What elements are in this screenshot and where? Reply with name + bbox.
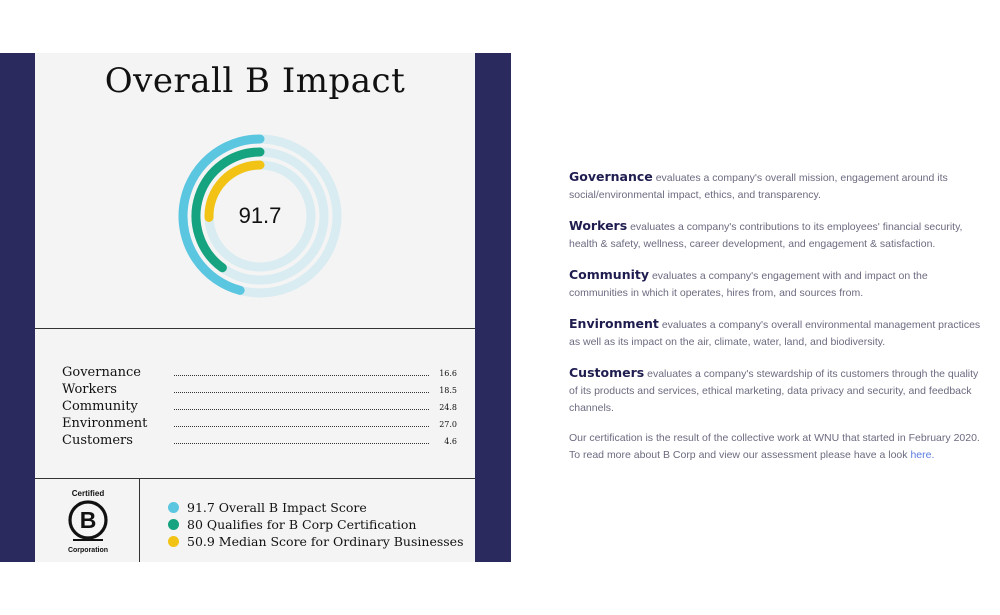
category-name: Community xyxy=(62,399,138,414)
content-area: Overall B Impact 91.7 Governance 16.6 Wo… xyxy=(0,53,1000,562)
legend-item-median: 50.9 Median Score for Ordinary Businesse… xyxy=(168,533,468,550)
overall-score-value: 91.7 xyxy=(238,203,282,228)
logo-corporation-text: Corporation xyxy=(67,547,109,554)
category-score: 16.6 xyxy=(439,369,457,378)
description-text: evaluates a company's overall mission, e… xyxy=(569,172,948,201)
dot-leader xyxy=(174,409,429,410)
assessment-link[interactable]: here. xyxy=(910,449,935,461)
legend-dot-green xyxy=(168,519,179,530)
description-customers: Customers evaluates a company's stewards… xyxy=(569,364,984,417)
certified-b-corp-logo: Certified B Corporation xyxy=(57,489,119,557)
bottom-letterbox xyxy=(0,562,1000,615)
ring-overall-score xyxy=(178,134,265,295)
logo-divider xyxy=(139,478,140,562)
category-score-list: Governance 16.6 Workers 18.5 Community 2… xyxy=(62,364,457,449)
rings-svg xyxy=(178,134,342,298)
category-name: Governance xyxy=(62,365,141,380)
dot-leader xyxy=(174,375,429,376)
category-name: Workers xyxy=(62,382,117,397)
description-community: Community evaluates a company's engageme… xyxy=(569,266,984,302)
description-text: evaluates a company's engagement with an… xyxy=(569,270,928,299)
dot-leader xyxy=(174,443,429,444)
ring-certification-threshold xyxy=(191,147,265,273)
description-text: evaluates a company's contributions to i… xyxy=(569,221,963,250)
description-term: Workers xyxy=(569,218,628,233)
category-score: 24.8 xyxy=(439,403,457,412)
dot-leader xyxy=(174,426,429,427)
legend-label: 50.9 Median Score for Ordinary Businesse… xyxy=(187,534,464,549)
category-row-environment: Environment 27.0 xyxy=(62,415,457,432)
description-term: Community xyxy=(569,267,650,282)
description-text: evaluates a company's stewardship of its… xyxy=(569,368,979,414)
category-score: 27.0 xyxy=(439,420,457,429)
card-divider-top xyxy=(35,328,475,329)
certification-note-text: Our certification is the result of the c… xyxy=(569,432,980,461)
logo-certified-text: Certified xyxy=(71,489,105,498)
left-navy-bar xyxy=(0,53,35,562)
description-text: evaluates a company's overall environmen… xyxy=(569,319,981,348)
score-legend: 91.7 Overall B Impact Score 80 Qualifies… xyxy=(168,499,468,550)
category-name: Customers xyxy=(62,433,133,448)
description-governance: Governance evaluates a company's overall… xyxy=(569,168,984,204)
legend-dot-blue xyxy=(168,502,179,513)
description-environment: Environment evaluates a company's overal… xyxy=(569,315,984,351)
description-term: Governance xyxy=(569,169,653,184)
category-score: 4.6 xyxy=(444,437,457,446)
legend-dot-yellow xyxy=(168,536,179,547)
category-name: Environment xyxy=(62,416,148,431)
description-term: Customers xyxy=(569,365,645,380)
category-score: 18.5 xyxy=(439,386,457,395)
impact-descriptions: Governance evaluates a company's overall… xyxy=(569,168,984,477)
category-row-customers: Customers 4.6 xyxy=(62,432,457,449)
top-letterbox xyxy=(0,0,1000,53)
ring-median-score xyxy=(204,160,265,222)
description-term: Environment xyxy=(569,316,659,331)
legend-label: 80 Qualifies for B Corp Certification xyxy=(187,517,417,532)
score-rings: 91.7 xyxy=(175,131,345,301)
card-divider-bottom xyxy=(35,478,475,479)
category-row-governance: Governance 16.6 xyxy=(62,364,457,381)
category-row-workers: Workers 18.5 xyxy=(62,381,457,398)
card-title: Overall B Impact xyxy=(104,61,406,101)
right-navy-bar xyxy=(475,53,511,562)
category-row-community: Community 24.8 xyxy=(62,398,457,415)
b-logo-letter: B xyxy=(80,507,97,533)
b-logo-icon: B xyxy=(68,500,108,541)
legend-label: 91.7 Overall B Impact Score xyxy=(187,500,367,515)
legend-item-qualifies: 80 Qualifies for B Corp Certification xyxy=(168,516,468,533)
description-workers: Workers evaluates a company's contributi… xyxy=(569,217,984,253)
certification-note: Our certification is the result of the c… xyxy=(569,430,984,464)
b-impact-card: Overall B Impact 91.7 Governance 16.6 Wo… xyxy=(35,53,475,562)
dot-leader xyxy=(174,392,429,393)
legend-item-overall: 91.7 Overall B Impact Score xyxy=(168,499,468,516)
